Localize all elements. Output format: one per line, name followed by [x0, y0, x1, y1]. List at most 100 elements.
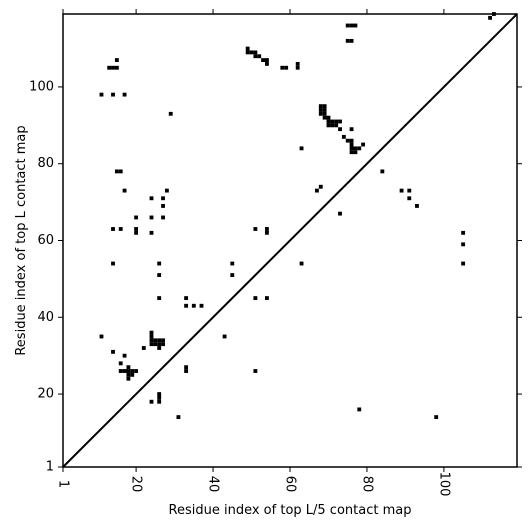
- contact-point: [261, 58, 265, 62]
- contact-point: [184, 296, 189, 301]
- contact-point: [353, 146, 358, 151]
- contact-point: [149, 230, 154, 235]
- contact-point: [149, 334, 154, 339]
- contact-point: [334, 119, 339, 124]
- contact-point: [349, 23, 354, 28]
- contact-point: [357, 407, 362, 412]
- contact-point: [326, 115, 331, 120]
- contact-point: [322, 104, 327, 109]
- contact-point: [157, 338, 162, 343]
- contact-point: [245, 50, 250, 55]
- contact-point: [161, 338, 165, 343]
- contact-point: [353, 23, 358, 28]
- contact-point: [330, 119, 335, 124]
- contact-point: [253, 369, 258, 373]
- contact-point: [318, 104, 323, 109]
- x-tick-label: 20: [129, 476, 144, 493]
- contact-point: [184, 365, 189, 370]
- contact-point: [122, 188, 127, 193]
- contact-point: [245, 46, 250, 51]
- contact-point: [264, 61, 269, 66]
- contact-point: [118, 361, 123, 366]
- contact-point: [126, 365, 131, 370]
- contact-point: [318, 184, 323, 189]
- contact-point: [157, 296, 162, 301]
- contact-point: [141, 346, 146, 350]
- contact-point: [349, 146, 354, 151]
- contact-point: [349, 127, 354, 132]
- contact-point: [134, 369, 139, 373]
- contact-point: [253, 54, 258, 59]
- contact-point: [299, 146, 304, 151]
- contact-point: [315, 188, 319, 193]
- contact-point: [488, 15, 492, 20]
- contact-point: [318, 111, 323, 116]
- contact-point: [122, 353, 127, 358]
- contact-point: [264, 227, 269, 231]
- contact-point: [345, 23, 350, 28]
- x-tick-label: 100: [436, 472, 451, 497]
- contact-point: [264, 296, 269, 301]
- contact-point: [380, 169, 385, 174]
- contact-point: [184, 303, 189, 308]
- contact-point: [361, 142, 366, 147]
- contact-point: [111, 227, 115, 231]
- contact-point: [407, 196, 412, 201]
- contact-point: [149, 215, 154, 220]
- contact-point: [130, 372, 135, 377]
- contact-point: [349, 38, 354, 43]
- contact-point: [461, 261, 466, 266]
- contact-point: [295, 65, 300, 70]
- contact-point: [157, 342, 162, 347]
- contact-point: [338, 119, 342, 124]
- contact-point: [353, 150, 358, 155]
- contact-point: [149, 342, 154, 347]
- contact-point: [107, 65, 112, 70]
- contact-point: [399, 188, 404, 193]
- x-tick-label: 40: [206, 476, 221, 493]
- y-tick-label: 1: [46, 460, 54, 475]
- contact-point: [249, 50, 254, 55]
- x-axis: 1 20 40 60 80 100: [56, 9, 451, 497]
- contact-point: [130, 369, 135, 373]
- contact-point: [149, 338, 154, 343]
- contact-point: [230, 273, 235, 277]
- contact-point: [126, 376, 131, 381]
- y-tick-label: 40: [37, 310, 54, 325]
- contact-point: [191, 303, 196, 308]
- contact-point: [118, 227, 123, 231]
- contact-point: [461, 242, 466, 247]
- contact-point: [280, 65, 285, 70]
- contact-point: [111, 92, 115, 97]
- diagonal-line: [62, 13, 518, 468]
- contact-point: [111, 65, 115, 70]
- contact-point: [322, 111, 327, 116]
- y-tick-label: 100: [29, 79, 54, 94]
- contact-point: [157, 346, 162, 350]
- contact-point: [341, 134, 346, 139]
- y-tick-label: 80: [37, 156, 54, 171]
- contact-point: [157, 261, 162, 266]
- contact-point: [153, 342, 158, 347]
- contact-point: [326, 119, 331, 124]
- contact-point: [111, 261, 115, 266]
- contact-point: [349, 142, 354, 147]
- contact-point: [264, 230, 269, 235]
- contact-point: [230, 261, 235, 266]
- contact-point: [134, 215, 139, 220]
- contact-point: [253, 296, 258, 301]
- y-tick-label: 60: [37, 233, 54, 248]
- contact-point: [407, 188, 412, 193]
- contact-point: [126, 369, 131, 373]
- x-axis-label: Residue index of top L/5 contact map: [169, 503, 412, 518]
- contact-point: [149, 196, 154, 201]
- contact-point: [322, 115, 327, 120]
- contact-point: [349, 150, 354, 155]
- contact-point: [253, 227, 258, 231]
- contact-point: [157, 395, 162, 400]
- contact-point: [299, 261, 304, 266]
- contact-point: [322, 108, 327, 112]
- contact-point: [338, 211, 342, 216]
- contact-point: [118, 169, 123, 174]
- contact-point: [264, 58, 269, 62]
